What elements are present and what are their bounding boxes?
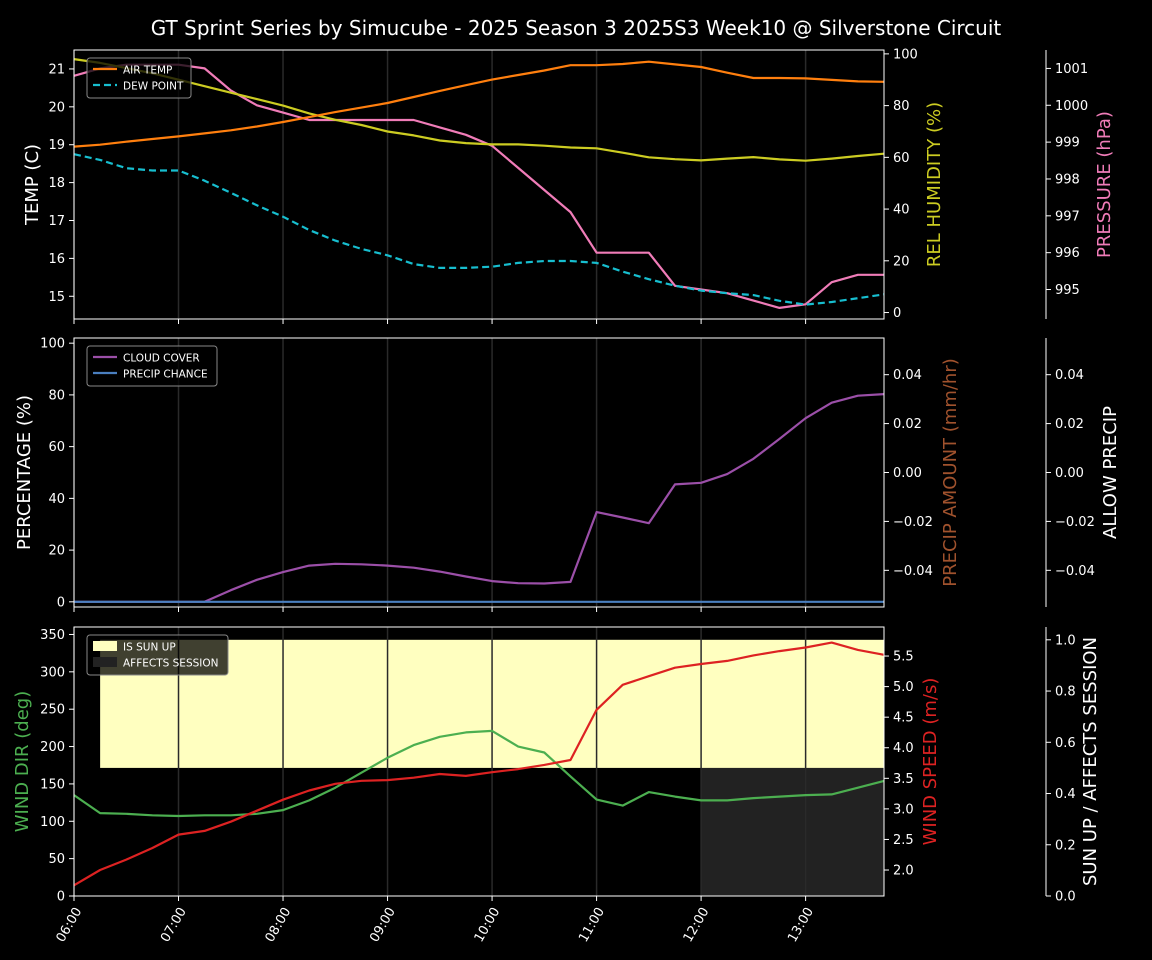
y-tick-label: 300: [40, 665, 65, 680]
cloud-cover-line: [74, 393, 885, 603]
y-tick-label: 0: [57, 595, 65, 610]
sun-up-tick-label: 0.0: [1055, 890, 1076, 905]
precip-amount-axis-label: PRECIP AMOUNT (mm/hr): [940, 358, 961, 587]
wind-speed-tick-label: 3.5: [893, 772, 914, 787]
humidity-line: [73, 58, 885, 162]
y-tick-label: 19: [48, 138, 65, 153]
precip-amount-tick-label: −0.04: [893, 564, 933, 579]
precip-amount-tick-label: −0.02: [893, 515, 933, 530]
legend-box: [86, 345, 218, 387]
pressure-tick-label: 997: [1055, 209, 1080, 224]
plot-frame: [73, 626, 885, 897]
legend-label: PRECIP CHANCE: [123, 369, 208, 381]
wind-speed-tick-label: 5.0: [893, 680, 914, 695]
y-tick-label: 100: [40, 815, 65, 830]
temp-axis-label: TEMP (C): [22, 144, 43, 226]
y-tick-label: 350: [40, 628, 65, 643]
y-tick-label: 40: [48, 492, 65, 507]
pressure-line: [73, 63, 884, 309]
y-tick-label: 18: [48, 176, 65, 191]
y-tick-label: 250: [40, 703, 65, 718]
sun-up-tick-label: 0.8: [1055, 685, 1076, 700]
y-tick-label: 100: [40, 337, 65, 352]
sun-up-tick-label: 1.0: [1055, 633, 1076, 648]
y-tick-label: 16: [48, 252, 65, 267]
humidity-tick-label: 100: [893, 47, 918, 62]
legend-label: AIR TEMP: [123, 65, 172, 77]
y-tick-label: 17: [48, 214, 65, 229]
humidity-axis-label: REL HUMIDITY (%): [924, 102, 945, 267]
wind-dir-axis-label: WIND DIR (deg): [12, 691, 33, 833]
allow-precip-axis-label: ALLOW PRECIP: [1100, 406, 1121, 539]
y-tick-label: 50: [48, 852, 65, 867]
wind-speed-line: [73, 641, 885, 887]
allow-precip-tick-label: −0.04: [1055, 564, 1095, 579]
y-tick-label: 150: [40, 777, 65, 792]
pressure-tick-label: 998: [1055, 172, 1080, 187]
y-tick-label: 15: [48, 290, 65, 305]
wind-speed-tick-label: 5.5: [893, 650, 914, 665]
humidity-tick-label: 20: [893, 254, 910, 269]
legend-label: CLOUD COVER: [123, 353, 200, 365]
legend-box: [86, 634, 229, 676]
percentage-axis-label: PERCENTAGE (%): [14, 395, 35, 550]
allow-precip-tick-label: 0.02: [1055, 417, 1084, 432]
pressure-tick-label: 995: [1055, 283, 1080, 298]
precip-amount-tick-label: 0.00: [893, 466, 922, 481]
legend-label: AFFECTS SESSION: [123, 658, 219, 670]
allow-precip-tick-label: 0.00: [1055, 466, 1084, 481]
pressure-tick-label: 1001: [1055, 62, 1088, 77]
wind-speed-tick-label: 3.0: [893, 802, 914, 817]
pressure-tick-label: 1000: [1055, 99, 1088, 114]
allow-precip-tick-label: −0.02: [1055, 515, 1095, 530]
pressure-axis-label: PRESSURE (hPa): [1094, 111, 1115, 258]
sun-up-tick-label: 0.4: [1055, 787, 1076, 802]
y-tick-label: 200: [40, 740, 65, 755]
wind-speed-tick-label: 2.5: [893, 833, 914, 848]
wind-speed-axis-label: WIND SPEED (m/s): [920, 678, 941, 846]
y-tick-label: 0: [57, 890, 65, 905]
chart-panels: 15 16 17 18 19 20 21 0 20 40 60 80 100 995 996 997 998 99…: [12, 47, 1121, 945]
precip-amount-tick-label: 0.02: [893, 417, 922, 432]
y-tick-label: 20: [48, 100, 65, 115]
precip-amount-tick-label: 0.04: [893, 368, 922, 383]
y-tick-label: 60: [48, 440, 65, 455]
allow-precip-tick-label: 0.04: [1055, 368, 1084, 383]
sun-up-tick-label: 0.2: [1055, 838, 1076, 853]
legend-label: DEW POINT: [123, 81, 184, 93]
wind-speed-tick-label: 2.0: [893, 864, 914, 879]
wind-dir-line: [73, 729, 885, 818]
wind-panel: 0 50 100 150 200 250 300 350 2.0 2.5 3.0 3.5 4.0 4.5 5…: [12, 626, 1101, 945]
legend-swatch: [93, 641, 117, 651]
sun-up-axis-label: SUN UP / AFFECTS SESSION: [1080, 637, 1101, 886]
y-tick-label: 80: [48, 388, 65, 403]
humidity-tick-label: 80: [893, 99, 910, 114]
wind-speed-tick-label: 4.0: [893, 741, 914, 756]
sun-up-tick-label: 0.6: [1055, 736, 1076, 751]
legend-swatch: [93, 657, 117, 667]
y-tick-label: 20: [48, 544, 65, 559]
humidity-tick-label: 0: [893, 306, 901, 321]
humidity-tick-label: 40: [893, 203, 910, 218]
pressure-tick-label: 999: [1055, 136, 1080, 151]
chart-title: GT Sprint Series by Simucube - 2025 Seas…: [151, 16, 1002, 40]
precipitation-panel: 0 20 40 60 80 100 −0.04 −0.02 0.00 0.02 0.04 −0.04 −…: [14, 337, 1121, 612]
humidity-tick-label: 60: [893, 151, 910, 166]
air-temp-line: [73, 60, 885, 148]
wind-speed-tick-label: 4.5: [893, 711, 914, 726]
pressure-tick-label: 996: [1055, 246, 1080, 261]
plot-frame: [73, 49, 885, 320]
temperature-panel: 15 16 17 18 19 20 21 0 20 40 60 80 100 995 996 997 998 99…: [22, 47, 1115, 324]
legend-label: IS SUN UP: [123, 642, 176, 654]
y-tick-label: 21: [48, 62, 65, 77]
